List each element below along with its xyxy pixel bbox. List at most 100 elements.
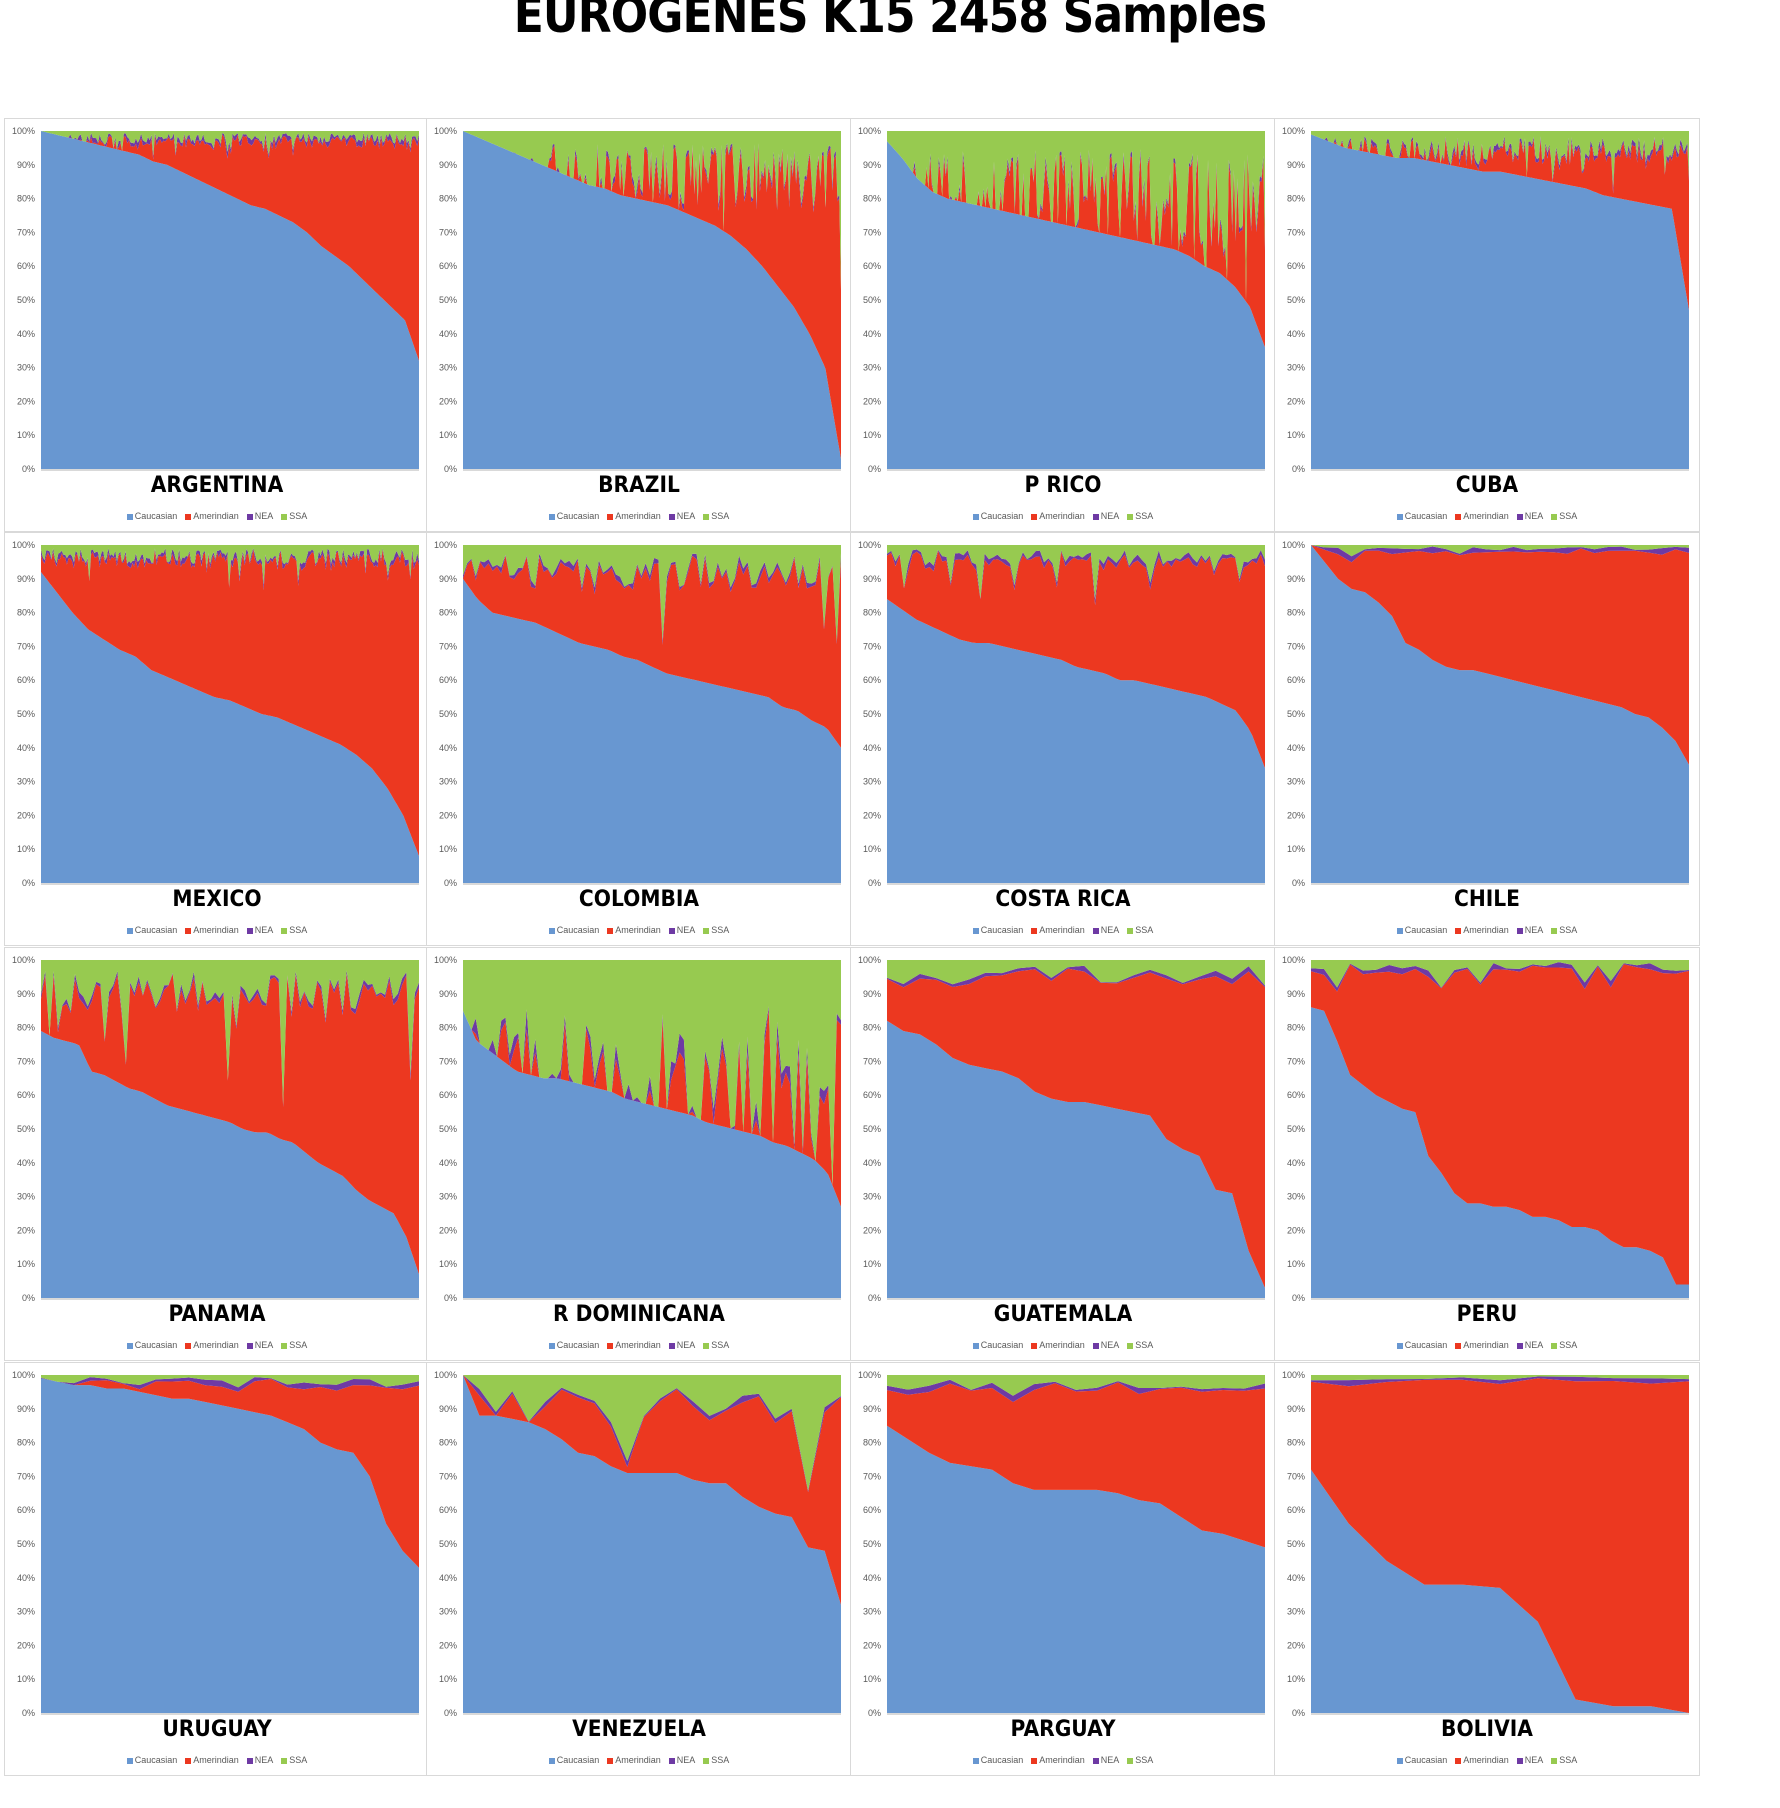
y-tick-label: 60% [863, 675, 881, 685]
panel-title: PARGUAY [1010, 1717, 1116, 1742]
area-series-nea [41, 548, 419, 591]
legend-item-nea: NEA [1092, 511, 1119, 521]
y-tick-label: 10% [439, 1259, 457, 1269]
legend: Caucasian Amerindian NEA SSA [851, 511, 1275, 521]
legend-swatch [548, 513, 555, 520]
legend-swatch [607, 1757, 614, 1764]
y-tick-label: 70% [1287, 641, 1305, 651]
area-series-caucasian [41, 572, 419, 883]
legend-swatch [1127, 1342, 1134, 1349]
legend-swatch [1551, 927, 1558, 934]
legend: Caucasian Amerindian NEA SSA [851, 1340, 1275, 1350]
area-series-ssa [1311, 1375, 1689, 1381]
legend-label: Amerindian [1463, 925, 1509, 935]
legend-item-nea: NEA [246, 1340, 273, 1350]
legend-item-caucasian: Caucasian [548, 1755, 599, 1765]
area-series-caucasian [1311, 1469, 1689, 1713]
y-tick-label: 20% [863, 396, 881, 406]
y-tick-label: 10% [17, 1259, 35, 1269]
area-series-amerindian [1311, 134, 1689, 311]
y-tick-label: 70% [439, 227, 457, 237]
legend-swatch [1127, 1757, 1134, 1764]
y-tick-label: 10% [439, 844, 457, 854]
legend-item-amerindian: Amerindian [607, 511, 661, 521]
y-tick-label: 60% [17, 1505, 35, 1515]
y-tick-label: 100% [434, 540, 457, 550]
legend-item-caucasian: Caucasian [1396, 1340, 1447, 1350]
area-series-nea [463, 1006, 841, 1186]
y-tick-label: 80% [863, 1023, 881, 1033]
area-series-ssa [41, 1375, 419, 1388]
panel-title: P RICO [1024, 473, 1102, 498]
y-tick-label: 80% [17, 194, 35, 204]
area-series-amerindian [887, 141, 1265, 348]
area-series-nea [463, 131, 841, 291]
legend-item-amerindian: Amerindian [1031, 925, 1085, 935]
legend-item-amerindian: Amerindian [1031, 1755, 1085, 1765]
y-tick-label: 40% [17, 1573, 35, 1583]
legend-item-amerindian: Amerindian [607, 925, 661, 935]
area-chart: 0% 10% 20% 30% 40% 50% 60% 70% 80% 90% 100% [12, 126, 419, 474]
y-tick-label: 90% [439, 989, 457, 999]
y-tick-label: 0% [868, 464, 881, 474]
y-tick-label: 100% [12, 1370, 35, 1380]
legend-item-caucasian: Caucasian [126, 1755, 177, 1765]
legend-swatch [246, 1342, 253, 1349]
y-tick-label: 70% [439, 641, 457, 651]
area-series-caucasian [887, 1020, 1265, 1298]
legend-swatch [126, 1342, 133, 1349]
area-series-caucasian [41, 1031, 419, 1298]
area-series-ssa [887, 545, 1265, 600]
legend-label: SSA [711, 1755, 730, 1765]
legend-item-caucasian: Caucasian [972, 511, 1023, 521]
y-tick-label: 0% [868, 1708, 881, 1718]
legend: Caucasian Amerindian NEA SSA [851, 925, 1275, 935]
panel-title: PERU [1456, 1302, 1518, 1327]
legend-label: Caucasian [1404, 1755, 1448, 1765]
area-chart: 0% 10% 20% 30% 40% 50% 60% 70% 80% 90% 100% [858, 126, 1265, 474]
y-tick-label: 30% [17, 363, 35, 373]
area-series-ssa [1311, 545, 1689, 557]
legend-swatch [668, 1757, 675, 1764]
legend-swatch [246, 1757, 253, 1764]
legend-swatch [1516, 1757, 1523, 1764]
y-tick-label: 70% [863, 1056, 881, 1066]
legend-label: Caucasian [556, 925, 600, 935]
legend-swatch [668, 927, 675, 934]
y-tick-label: 0% [22, 1708, 35, 1718]
y-tick-label: 90% [1287, 989, 1305, 999]
y-tick-label: 100% [858, 540, 881, 550]
y-tick-label: 90% [863, 574, 881, 584]
area-series-amerindian [1311, 545, 1689, 765]
y-tick-label: 20% [439, 810, 457, 820]
legend-swatch [281, 927, 288, 934]
chart-panel-uruguay: 0% 10% 20% 30% 40% 50% 60% 70% 80% 90% 100% URUGUAY… [4, 1362, 430, 1776]
y-tick-label: 20% [17, 1225, 35, 1235]
area-series-ssa [1311, 960, 1689, 988]
panel-title: PANAMA [168, 1302, 266, 1327]
legend-label: SSA [1559, 1755, 1578, 1765]
y-tick-label: 50% [17, 295, 35, 305]
panel-title: MEXICO [172, 887, 262, 912]
legend-item-ssa: SSA [1551, 1340, 1577, 1350]
y-tick-label: 90% [439, 574, 457, 584]
area-chart: 0% 10% 20% 30% 40% 50% 60% 70% 80% 90% 100% [434, 540, 841, 888]
area-chart: 0% 10% 20% 30% 40% 50% 60% 70% 80% 90% 100% [1282, 126, 1689, 474]
y-tick-label: 50% [17, 709, 35, 719]
y-tick-label: 40% [439, 743, 457, 753]
legend: Caucasian Amerindian NEA SSA [5, 925, 429, 935]
area-series-caucasian [41, 131, 419, 469]
area-series-ssa [463, 960, 841, 1186]
y-tick-label: 20% [1287, 810, 1305, 820]
legend-item-nea: NEA [1516, 1340, 1543, 1350]
y-tick-label: 70% [863, 227, 881, 237]
y-tick-label: 70% [863, 641, 881, 651]
legend-label: Caucasian [980, 1755, 1024, 1765]
chart-panel-r-dominicana: 0% 10% 20% 30% 40% 50% 60% 70% 80% 90% 100% R DOMIN… [426, 947, 852, 1361]
y-tick-label: 90% [1287, 574, 1305, 584]
y-tick-label: 40% [439, 1158, 457, 1168]
y-tick-label: 30% [1287, 363, 1305, 373]
y-tick-label: 70% [1287, 227, 1305, 237]
legend-item-nea: NEA [668, 1340, 695, 1350]
